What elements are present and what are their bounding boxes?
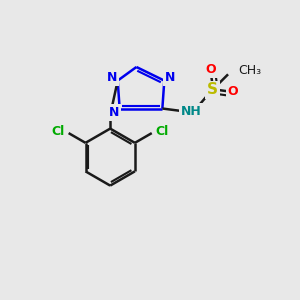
Text: Cl: Cl xyxy=(155,124,169,137)
Text: N: N xyxy=(109,106,119,119)
Text: Cl: Cl xyxy=(52,124,65,137)
Text: S: S xyxy=(207,82,218,98)
Text: O: O xyxy=(206,63,216,76)
Text: N: N xyxy=(165,71,175,84)
Text: CH₃: CH₃ xyxy=(238,64,261,77)
Text: NH: NH xyxy=(181,105,201,118)
Text: N: N xyxy=(107,71,117,84)
Text: O: O xyxy=(227,85,238,98)
